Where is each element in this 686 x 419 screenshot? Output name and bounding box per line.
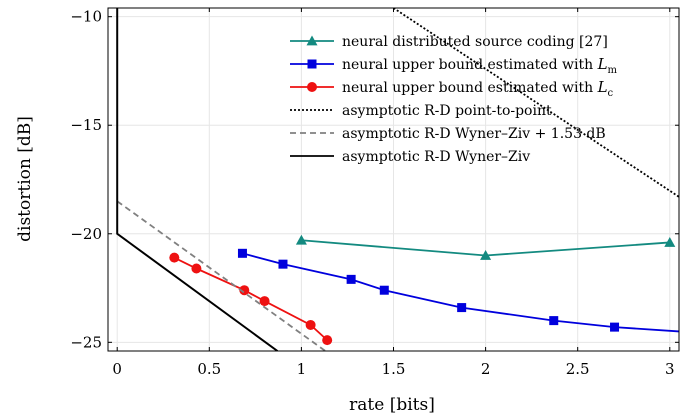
x-axis-label: rate [bits] xyxy=(349,395,435,415)
legend-label: neural upper bound estimated with Lm xyxy=(342,55,618,76)
series-2 xyxy=(169,252,333,346)
x-tick-label: 3 xyxy=(665,360,675,378)
legend-label: asymptotic R-D Wyner–Ziv xyxy=(342,149,530,165)
series-5 xyxy=(116,8,279,351)
series-3 xyxy=(393,8,679,198)
legend-label: neural upper bound estimated with Lc xyxy=(342,78,614,99)
curves xyxy=(116,8,679,351)
data-point-square xyxy=(549,316,559,326)
legend-entry: asymptotic R-D point-to-point xyxy=(290,103,552,119)
series-0 xyxy=(295,234,676,260)
x-tick-labels: 0 0.5 1 1.5 2 2.5 3 xyxy=(112,360,674,378)
x-tick-label: 1.5 xyxy=(382,360,406,378)
legend-entry: neural upper bound estimated with Lm xyxy=(290,55,618,76)
legend-label: asymptotic R-D point-to-point xyxy=(342,103,552,119)
legend-entry: asymptotic R-D Wyner–Ziv xyxy=(290,149,530,165)
data-point-circle xyxy=(239,285,250,296)
data-point-circle xyxy=(305,319,316,330)
data-point-square xyxy=(346,274,356,284)
data-point-square xyxy=(307,59,317,69)
data-point-circle xyxy=(322,335,333,346)
series-line xyxy=(116,200,326,351)
legend: neural distributed source coding [27] neu… xyxy=(290,34,618,165)
y-tick-label: −10 xyxy=(70,8,102,26)
y-tick-labels: −10 −15 −20 −25 xyxy=(70,8,102,352)
grid xyxy=(108,8,679,351)
data-point-square xyxy=(457,303,467,313)
data-point-square xyxy=(278,259,288,269)
data-point-square xyxy=(610,322,620,332)
data-point-square xyxy=(379,285,389,295)
data-point-circle xyxy=(259,296,270,307)
data-point-circle xyxy=(191,263,202,274)
legend-entry: neural upper bound estimated with Lc xyxy=(290,78,614,99)
x-tick-label: 1 xyxy=(297,360,307,378)
tick-marks xyxy=(108,8,679,351)
series-4 xyxy=(116,200,326,351)
data-point-square xyxy=(237,248,247,258)
data-point-triangle xyxy=(295,234,307,245)
data-point-circle xyxy=(169,252,180,263)
data-point-triangle xyxy=(306,35,318,46)
y-tick-label: −20 xyxy=(70,225,102,243)
legend-entry: asymptotic R-D Wyner–Ziv + 1.53 dB xyxy=(290,126,606,142)
x-tick-label: 0.5 xyxy=(197,360,221,378)
data-point-triangle xyxy=(664,236,676,247)
data-point-circle xyxy=(307,82,317,92)
legend-label: neural distributed source coding [27] xyxy=(342,34,608,50)
x-tick-label: 0 xyxy=(112,360,122,378)
series-line xyxy=(393,8,679,198)
data-point-triangle xyxy=(480,249,492,260)
y-axis-label: distortion [dB] xyxy=(15,116,35,242)
series-line xyxy=(242,252,679,333)
series-1 xyxy=(237,248,679,333)
y-tick-label: −25 xyxy=(70,333,102,351)
series-line xyxy=(116,8,279,351)
legend-label: asymptotic R-D Wyner–Ziv + 1.53 dB xyxy=(342,126,606,142)
legend-entry: neural distributed source coding [27] xyxy=(290,34,608,50)
x-tick-label: 2.5 xyxy=(566,360,590,378)
x-tick-label: 2 xyxy=(481,360,491,378)
y-tick-label: −15 xyxy=(70,116,102,134)
